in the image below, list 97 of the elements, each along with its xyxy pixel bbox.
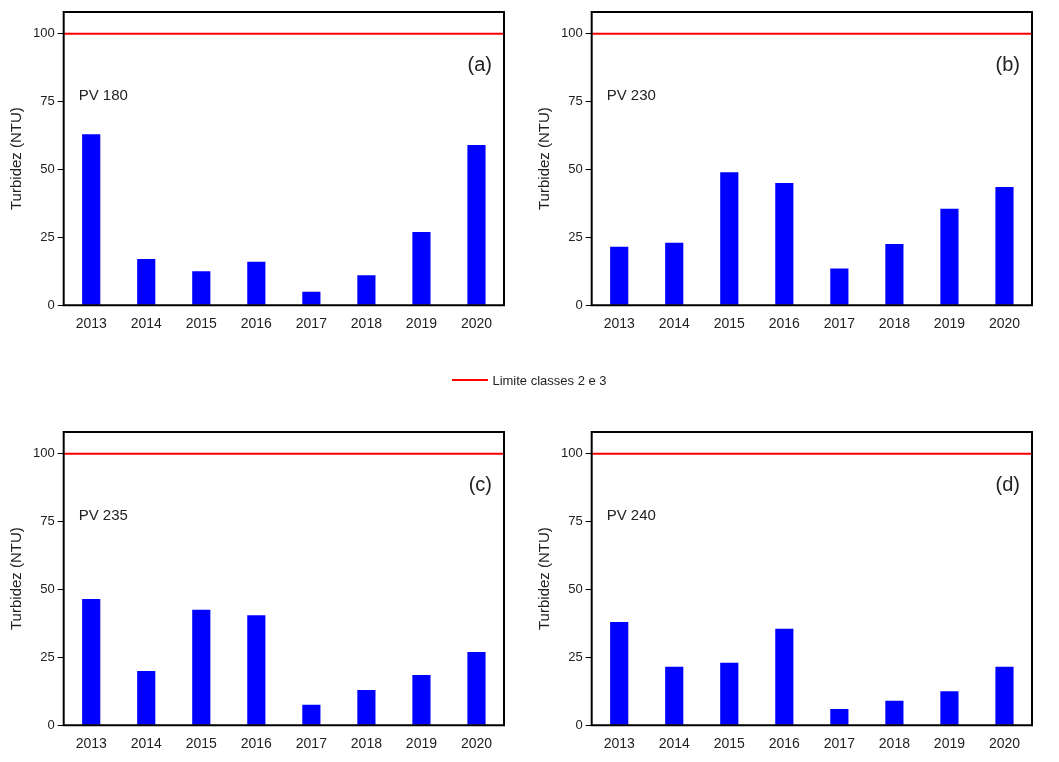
y-tick-label: 100 xyxy=(560,25,583,41)
bar xyxy=(610,246,629,305)
x-tick-label: 2020 xyxy=(988,735,1021,752)
bar xyxy=(137,670,156,725)
bar xyxy=(192,271,211,305)
y-tick-label: 0 xyxy=(575,716,583,732)
x-tick-label: 2014 xyxy=(130,315,163,332)
y-tick-label: 100 xyxy=(32,25,55,41)
x-tick-label: 2014 xyxy=(658,735,691,752)
bar xyxy=(885,244,904,305)
x-tick-label: 2020 xyxy=(460,735,493,752)
x-tick-label: 2015 xyxy=(185,315,218,332)
bar xyxy=(665,242,684,305)
y-tick-label: 50 xyxy=(568,581,583,597)
bar xyxy=(610,622,629,725)
annotation: (a) xyxy=(467,52,492,75)
x-tick-label: 2018 xyxy=(350,315,383,332)
y-tick-label: 75 xyxy=(568,513,583,529)
y-tick-label: 50 xyxy=(40,581,55,597)
bar xyxy=(995,666,1014,725)
y-tick-label: 25 xyxy=(568,648,583,664)
x-tick-label: 2019 xyxy=(405,735,438,752)
y-tick-label: 25 xyxy=(40,228,55,244)
annotation: PV 240 xyxy=(606,505,656,523)
bar xyxy=(412,674,431,725)
bar xyxy=(302,291,321,305)
y-tick-label: 0 xyxy=(575,296,583,312)
x-tick-label: 2015 xyxy=(713,735,746,752)
x-tick-label: 2017 xyxy=(295,315,328,332)
y-tick-label: 75 xyxy=(568,93,583,109)
y-axis-title: Turbidez (NTU) xyxy=(7,527,25,630)
y-tick-label: 100 xyxy=(32,445,55,461)
x-tick-label: 2015 xyxy=(713,315,746,332)
x-tick-label: 2013 xyxy=(75,315,107,332)
annotation: PV 180 xyxy=(78,85,128,103)
annotation: (b) xyxy=(995,52,1020,75)
y-tick-label: 100 xyxy=(560,445,583,461)
x-tick-label: 2014 xyxy=(658,315,691,332)
bar xyxy=(247,615,266,725)
y-tick-label: 0 xyxy=(47,296,55,312)
x-tick-label: 2019 xyxy=(933,315,966,332)
x-tick-label: 2019 xyxy=(405,315,438,332)
x-tick-label: 2016 xyxy=(768,315,801,332)
x-tick-label: 2017 xyxy=(295,735,328,752)
x-tick-label: 2018 xyxy=(878,735,911,752)
annotation: (c) xyxy=(468,472,492,495)
bar xyxy=(940,691,959,725)
x-tick-label: 2014 xyxy=(130,735,163,752)
bar xyxy=(357,689,376,725)
bar xyxy=(775,183,794,305)
x-tick-label: 2018 xyxy=(878,315,911,332)
bar xyxy=(830,708,849,725)
y-tick-label: 50 xyxy=(40,161,55,177)
bar xyxy=(720,172,739,305)
x-tick-label: 2017 xyxy=(823,735,856,752)
y-tick-label: 25 xyxy=(40,648,55,664)
bar xyxy=(82,598,101,725)
y-tick-label: 75 xyxy=(40,513,55,529)
bar xyxy=(940,208,959,305)
bar xyxy=(412,231,431,305)
bar xyxy=(467,651,486,725)
bar xyxy=(885,700,904,725)
y-tick-label: 0 xyxy=(47,716,55,732)
x-tick-label: 2016 xyxy=(240,735,273,752)
legend-label: Limite classes 2 e 3 xyxy=(492,372,607,388)
y-tick-label: 25 xyxy=(568,228,583,244)
bar xyxy=(192,609,211,725)
bar xyxy=(995,187,1014,305)
x-tick-label: 2017 xyxy=(823,315,856,332)
bar xyxy=(247,261,266,305)
x-tick-label: 2018 xyxy=(350,735,383,752)
bar xyxy=(830,268,849,305)
x-tick-label: 2016 xyxy=(768,735,801,752)
x-tick-label: 2016 xyxy=(240,315,273,332)
bar xyxy=(775,628,794,725)
x-tick-label: 2015 xyxy=(185,735,218,752)
bar xyxy=(137,259,156,305)
bar xyxy=(302,704,321,725)
x-tick-label: 2013 xyxy=(603,315,635,332)
x-tick-label: 2020 xyxy=(460,315,493,332)
y-axis-title: Turbidez (NTU) xyxy=(7,107,25,210)
annotation: PV 235 xyxy=(78,505,128,523)
annotation: PV 230 xyxy=(606,85,656,103)
y-axis-title: Turbidez (NTU) xyxy=(535,527,553,630)
bar xyxy=(467,145,486,305)
y-axis-title: Turbidez (NTU) xyxy=(535,107,553,210)
bar xyxy=(82,134,101,305)
bar xyxy=(357,275,376,305)
bar xyxy=(665,666,684,725)
x-tick-label: 2013 xyxy=(603,735,635,752)
x-tick-label: 2020 xyxy=(988,315,1021,332)
x-tick-label: 2019 xyxy=(933,735,966,752)
y-tick-label: 50 xyxy=(568,161,583,177)
bar xyxy=(720,662,739,725)
y-tick-label: 75 xyxy=(40,93,55,109)
x-tick-label: 2013 xyxy=(75,735,107,752)
annotation: (d) xyxy=(995,472,1020,495)
